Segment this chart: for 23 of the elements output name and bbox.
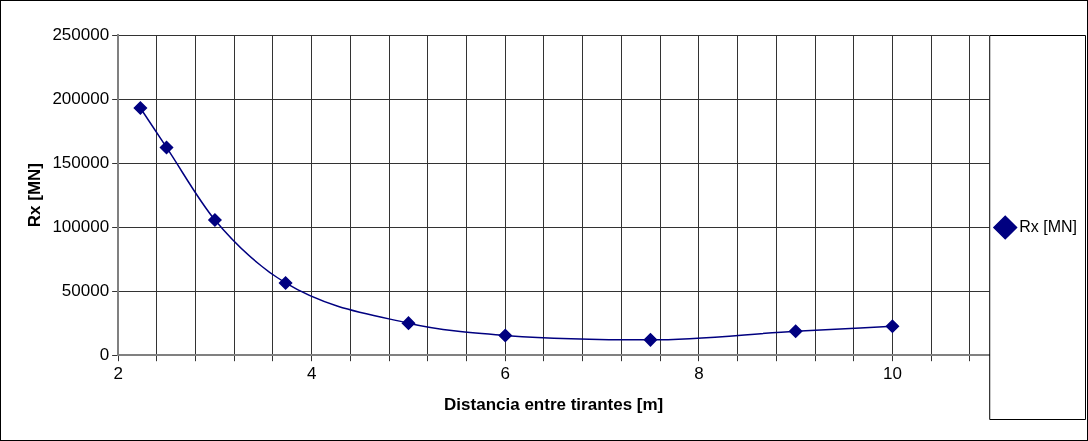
x-tick-label: 8 (694, 364, 704, 384)
x-tick-label: 4 (306, 364, 317, 384)
y-tick-label: 150000 (52, 152, 110, 172)
x-tick-label: 6 (500, 364, 511, 384)
point (133, 101, 148, 115)
y-tick-label: 250000 (52, 24, 110, 44)
point (159, 140, 174, 155)
point (401, 316, 416, 330)
legend-label: Rx [MN] (1019, 217, 1078, 235)
point (788, 324, 803, 338)
point (278, 276, 293, 290)
y-tick-label: 100000 (52, 216, 110, 236)
x-tick-label: 2 (113, 364, 123, 384)
point (498, 328, 513, 343)
y-axis-title: Rx [MN] (24, 162, 44, 228)
x-axis-title: Distancia entre tirantes [m] (444, 395, 664, 415)
point (885, 319, 900, 333)
point (208, 213, 222, 227)
y-tick-label: 200000 (52, 88, 110, 108)
y-tick-label: 50000 (61, 280, 110, 300)
x-tick-label: 10 (882, 364, 902, 384)
y-tick-label: 0 (99, 344, 110, 364)
point (643, 333, 658, 347)
